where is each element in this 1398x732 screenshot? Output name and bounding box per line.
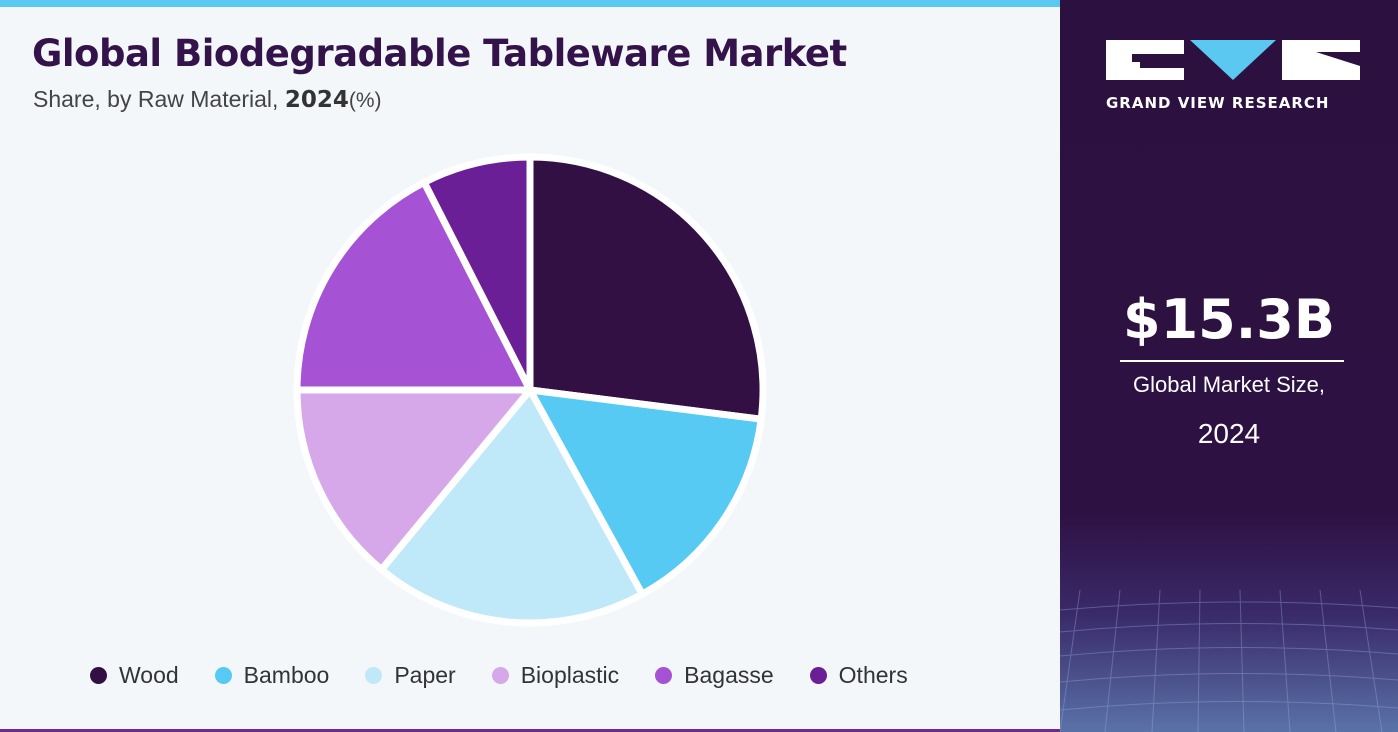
pie-slice-bioplastic xyxy=(293,386,534,574)
market-size-year: 2024 xyxy=(1197,418,1261,449)
legend-item-paper: Paper xyxy=(365,662,456,689)
pie-chart-svg xyxy=(293,153,767,627)
legend-label: Paper xyxy=(394,662,456,688)
brand-panel: GRAND VIEW RESEARCH $15.3B Global Market… xyxy=(1060,0,1398,732)
legend-swatch xyxy=(214,667,232,684)
gvr-logo xyxy=(1106,40,1360,80)
pie-slice-bamboo xyxy=(526,386,765,598)
legend-item-others: Others xyxy=(809,662,908,689)
legend-item-bioplastic: Bioplastic xyxy=(491,662,620,689)
legend-item-wood: Wood xyxy=(90,662,179,689)
market-size-label: Global Market Size, xyxy=(1133,372,1325,397)
legend-label: Bioplastic xyxy=(520,662,620,688)
legend-swatch xyxy=(491,667,509,684)
top-accent-bar xyxy=(0,0,1060,7)
chart-subtitle: Share, by Raw Material, 2024(%) xyxy=(33,86,382,113)
chart-legend: Wood Bamboo Paper Bioplastic Bagasse Others xyxy=(90,662,944,689)
chart-panel: Global Biodegradable Tableware Market Sh… xyxy=(0,0,1060,732)
subtitle-unit: (%) xyxy=(348,89,382,112)
bottom-accent-bar xyxy=(0,729,1060,732)
legend-swatch xyxy=(655,667,673,684)
legend-item-bamboo: Bamboo xyxy=(214,662,330,689)
subtitle-year: 2024 xyxy=(284,87,349,113)
market-size-value: $15.3B xyxy=(1123,288,1335,351)
legend-label: Bamboo xyxy=(243,662,330,688)
grid-background-graphic xyxy=(1060,590,1398,732)
pie-slice-wood xyxy=(526,153,767,423)
brand-name: GRAND VIEW RESEARCH xyxy=(1106,94,1330,112)
market-size-divider xyxy=(1120,360,1344,362)
chart-title: Global Biodegradable Tableware Market xyxy=(32,32,847,75)
legend-label: Bagasse xyxy=(684,662,774,688)
legend-swatch xyxy=(809,667,827,684)
pie-slice-others xyxy=(420,153,534,394)
legend-item-bagasse: Bagasse xyxy=(655,662,774,689)
legend-label: Wood xyxy=(119,662,179,688)
subtitle-text: Share, by Raw Material, xyxy=(33,86,285,112)
pie-slice-bagasse xyxy=(293,178,534,394)
pie-slice-paper xyxy=(377,386,646,627)
pie-chart xyxy=(280,140,780,640)
legend-label: Others xyxy=(838,662,908,688)
legend-swatch xyxy=(90,667,107,684)
legend-swatch xyxy=(365,667,383,684)
